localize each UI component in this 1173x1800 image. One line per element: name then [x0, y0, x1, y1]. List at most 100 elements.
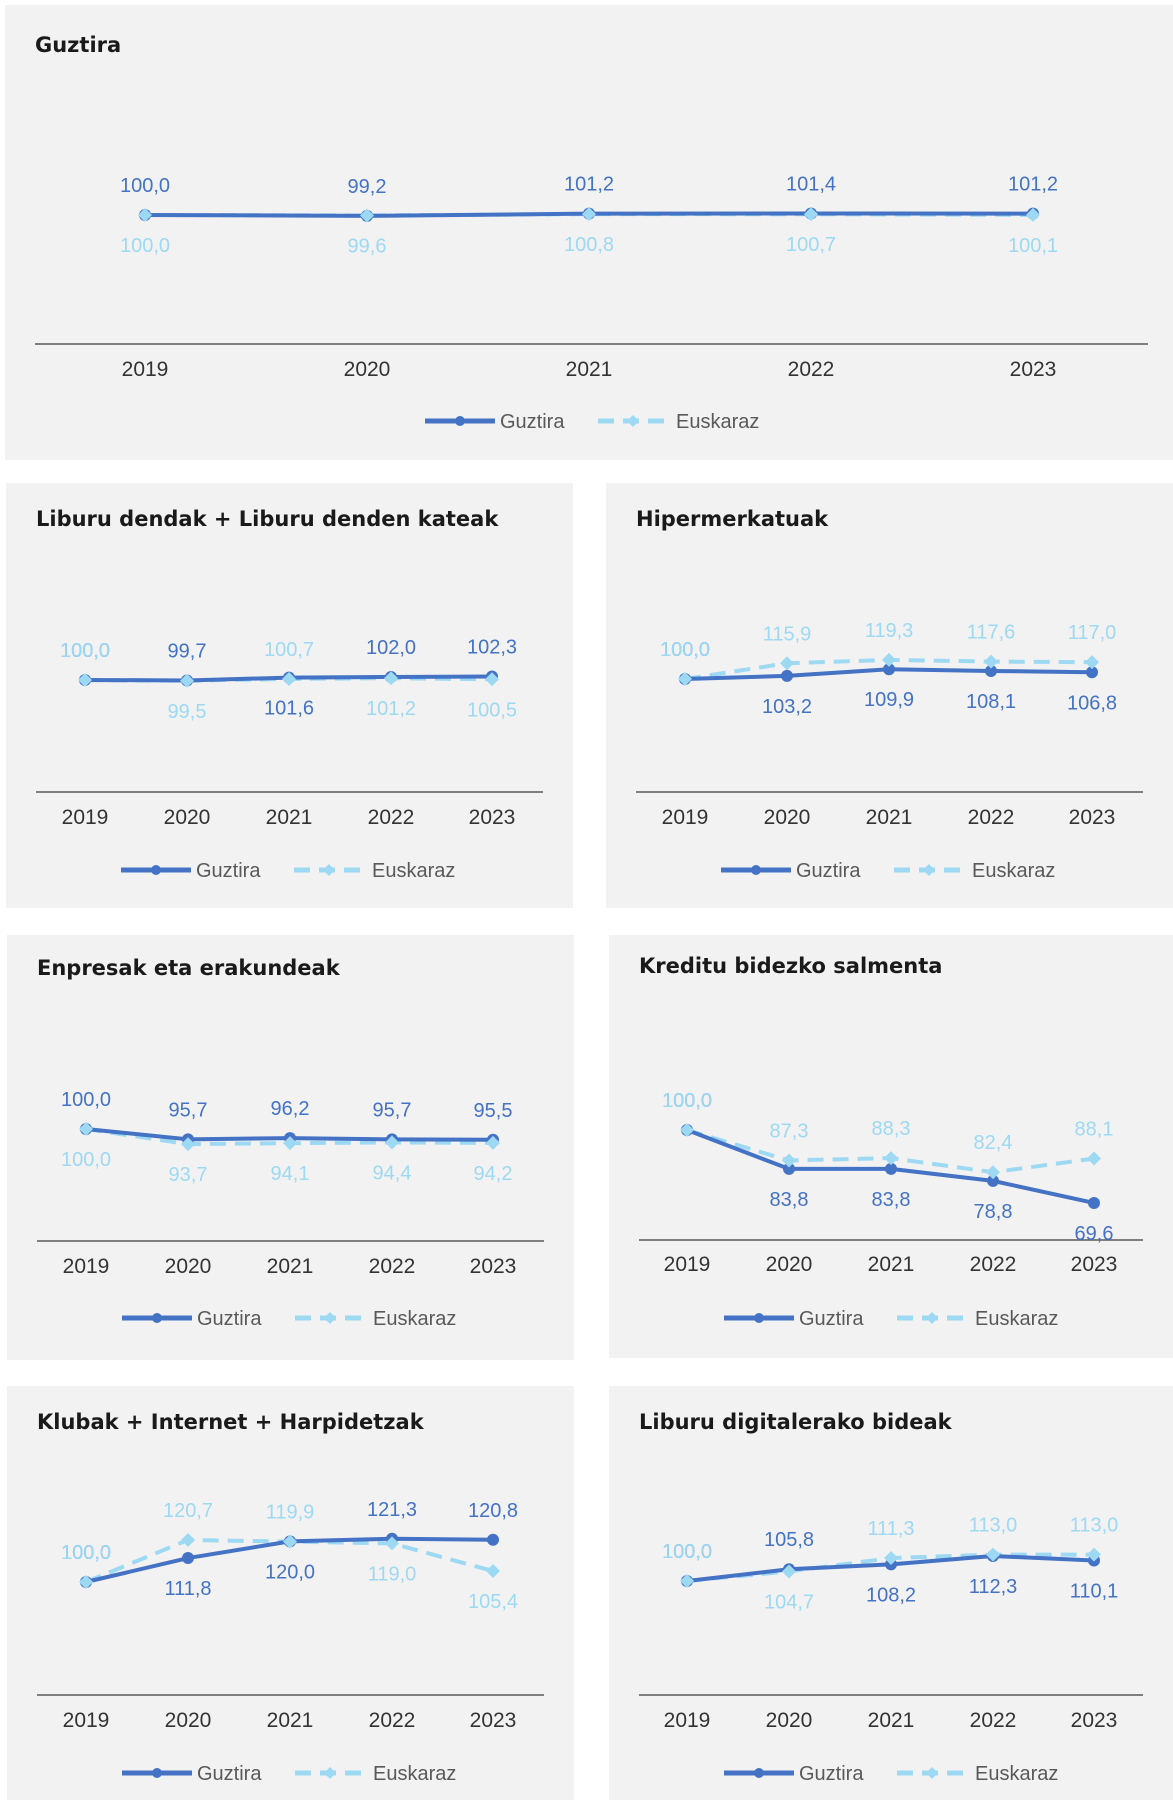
legend-label-guztira: Guztira — [500, 411, 565, 433]
data-label-euskaraz: 117,0 — [1068, 622, 1117, 644]
x-tick-label: 2022 — [368, 806, 415, 829]
data-label-guztira: 108,1 — [966, 691, 1016, 713]
data-label-guztira: 100,0 — [61, 1542, 111, 1564]
chart-title: Liburu digitalerako bideak — [639, 1410, 953, 1434]
chart-svg: Guztira 2019 2020 2021 2022 2023 100,0 99,2 101,… — [35, 33, 1148, 433]
x-tick-label: 2023 — [1069, 806, 1116, 829]
legend-label-euskaraz: Euskaraz — [975, 1763, 1058, 1785]
data-label-euskaraz: 88,1 — [1075, 1119, 1114, 1141]
data-label-euskaraz: 105,4 — [468, 1591, 518, 1613]
data-label-euskaraz: 100,0 — [61, 1542, 111, 1564]
data-label-guztira: 106,8 — [1067, 692, 1117, 714]
point-euskaraz — [782, 1153, 796, 1168]
point-guztira — [1086, 666, 1098, 679]
data-label-euskaraz: 100,7 — [264, 639, 314, 661]
point-euskaraz — [79, 1122, 93, 1136]
x-tick-label: 2022 — [968, 806, 1015, 829]
point-euskaraz — [486, 1564, 500, 1579]
data-label-euskaraz: 100,0 — [662, 1090, 712, 1112]
data-label-guztira: 95,7 — [169, 1099, 208, 1121]
point-euskaraz — [282, 671, 296, 686]
legend-marker-guztira — [754, 1768, 764, 1778]
point-guztira — [883, 663, 895, 676]
data-label-guztira: 120,0 — [265, 1561, 315, 1583]
x-tick-label: 2021 — [868, 1253, 915, 1276]
legend-label-euskaraz: Euskaraz — [373, 1763, 456, 1785]
legend-label-euskaraz: Euskaraz — [373, 1308, 456, 1330]
data-label-euskaraz: 119,0 — [368, 1563, 417, 1585]
chart-panel-bookshops: Liburu dendak + Liburu denden kateak 2019… — [6, 483, 573, 908]
data-label-guztira: 83,8 — [872, 1189, 911, 1211]
data-label-euskaraz: 115,9 — [763, 623, 812, 645]
chart-title: Enpresak eta erakundeak — [37, 956, 341, 980]
data-label-guztira: 103,2 — [762, 696, 812, 718]
data-label-euskaraz: 100,5 — [467, 699, 517, 721]
data-label-euskaraz: 94,1 — [271, 1163, 310, 1185]
point-euskaraz — [181, 1532, 195, 1547]
x-tick-label: 2023 — [470, 1709, 517, 1732]
chart-title: Liburu dendak + Liburu denden kateak — [36, 507, 499, 531]
point-euskaraz — [680, 1123, 694, 1137]
x-tick-label: 2019 — [662, 806, 709, 829]
x-tick-label: 2021 — [566, 358, 613, 381]
legend-label-guztira: Guztira — [799, 1308, 864, 1330]
data-label-guztira: 100,0 — [60, 640, 110, 662]
point-euskaraz — [385, 1536, 399, 1551]
chart-svg: Liburu dendak + Liburu denden kateak 2019… — [36, 507, 543, 882]
data-label-guztira: 78,8 — [974, 1201, 1013, 1223]
data-label-euskaraz: 119,9 — [266, 1502, 315, 1524]
x-tick-label: 2019 — [62, 806, 109, 829]
data-label-euskaraz: 100,0 — [120, 235, 170, 257]
data-label-euskaraz: 100,0 — [662, 1541, 712, 1563]
point-euskaraz — [486, 1135, 500, 1150]
data-label-euskaraz: 100,1 — [1008, 235, 1058, 257]
data-label-guztira: 99,7 — [168, 640, 207, 662]
chart-panel-credit-sales: Kreditu bidezko salmenta 2019 2020 2021 2022… — [609, 935, 1173, 1358]
point-guztira — [781, 669, 793, 682]
legend-marker-euskaraz — [923, 864, 935, 876]
point-euskaraz — [79, 1575, 93, 1589]
data-label-euskaraz: 113,0 — [969, 1515, 1018, 1537]
data-label-guztira: 110,1 — [1070, 1580, 1119, 1602]
data-label-guztira: 99,2 — [348, 176, 387, 198]
chart-svg: Liburu digitalerako bideak 2019 2020 2021 20… — [639, 1410, 1143, 1785]
point-euskaraz — [78, 673, 92, 687]
data-label-guztira: 112,3 — [969, 1576, 1018, 1598]
x-tick-label: 2021 — [267, 1709, 314, 1732]
x-tick-label: 2023 — [1010, 358, 1057, 381]
data-label-euskaraz: 94,2 — [474, 1163, 513, 1185]
legend-marker-euskaraz — [926, 1312, 938, 1324]
legend-label-guztira: Guztira — [196, 860, 261, 882]
point-euskaraz — [986, 1165, 1000, 1180]
point-guztira — [985, 664, 997, 677]
point-euskaraz — [180, 673, 194, 688]
data-label-guztira: 100,0 — [662, 1541, 712, 1563]
data-label-euskaraz: 87,3 — [770, 1120, 809, 1142]
x-tick-label: 2021 — [266, 806, 313, 829]
data-label-euskaraz: 117,6 — [967, 622, 1016, 644]
data-label-guztira: 96,2 — [271, 1098, 310, 1120]
legend-label-euskaraz: Euskaraz — [975, 1308, 1058, 1330]
data-label-guztira: 95,5 — [474, 1100, 513, 1122]
data-label-guztira: 100,0 — [660, 639, 710, 661]
x-tick-label: 2019 — [664, 1709, 711, 1732]
data-label-guztira: 101,6 — [264, 698, 314, 720]
point-euskaraz — [283, 1136, 297, 1151]
chart-title: Guztira — [35, 33, 121, 57]
legend-marker-guztira — [751, 865, 761, 875]
data-label-euskaraz: 113,0 — [1070, 1515, 1119, 1537]
legend-marker-guztira — [152, 1768, 162, 1778]
data-label-guztira: 100,0 — [662, 1090, 712, 1112]
data-label-guztira: 83,8 — [770, 1189, 809, 1211]
point-euskaraz — [680, 1574, 694, 1588]
point-euskaraz — [360, 208, 374, 223]
point-euskaraz — [1085, 655, 1099, 670]
x-tick-label: 2022 — [369, 1709, 416, 1732]
point-euskaraz — [1026, 207, 1040, 222]
x-tick-label: 2019 — [63, 1709, 110, 1732]
x-tick-label: 2023 — [469, 806, 516, 829]
point-euskaraz — [283, 1534, 297, 1549]
point-euskaraz — [1087, 1547, 1101, 1562]
data-label-guztira: 108,2 — [866, 1584, 916, 1606]
data-label-guztira: 102,0 — [366, 637, 416, 659]
